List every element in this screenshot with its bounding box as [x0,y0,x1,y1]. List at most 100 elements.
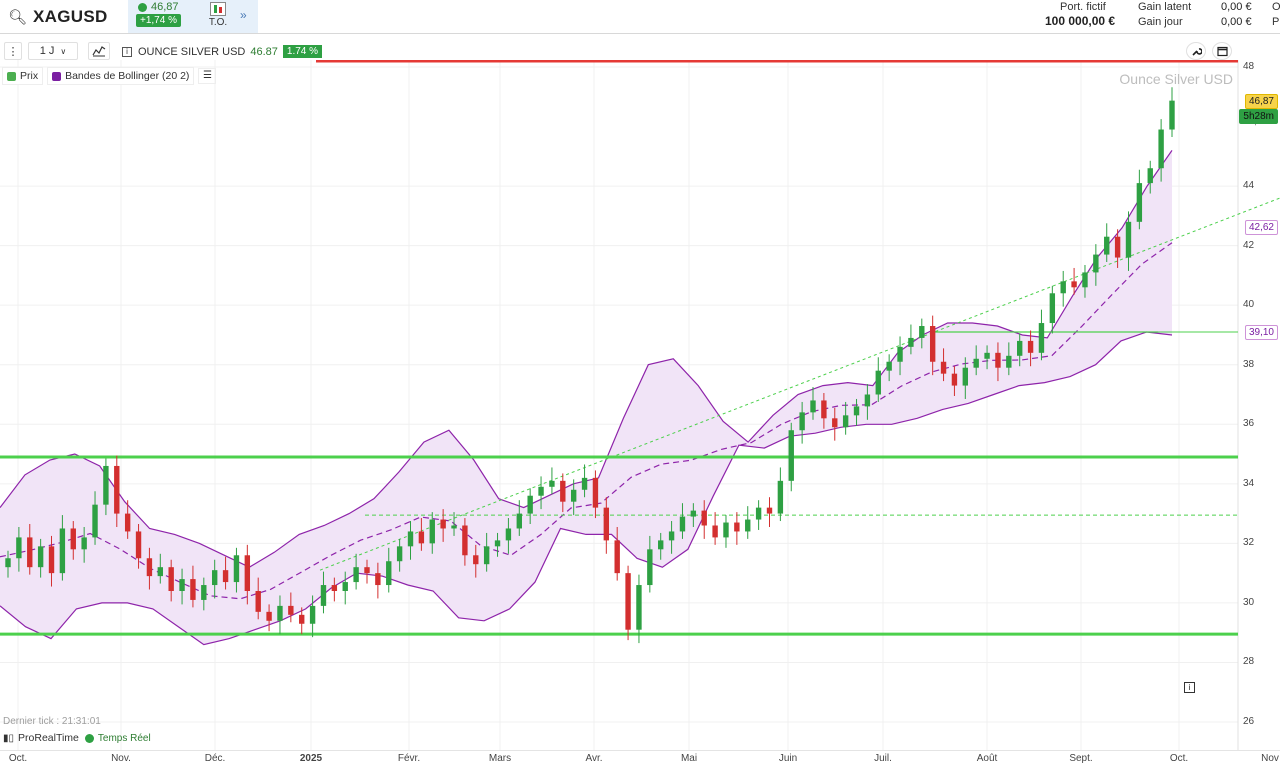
x-tick-label: Févr. [397,753,421,764]
candle-body [440,519,446,529]
bollinger-swatch-icon [52,71,62,81]
truncated-label-1: O [1272,1,1280,13]
candle-body [647,549,653,586]
interval-selector[interactable]: 1 J ∨ [28,42,78,60]
x-tick-label: Nov. [111,753,131,764]
candle-body [396,546,403,562]
candle-body [527,495,533,514]
candle-body [92,504,98,538]
upper-band-tag: 42,62 [1244,220,1278,236]
data-provider: ▮▯ ProRealTime Temps Réel [3,732,151,744]
candle-body [48,546,55,574]
search-icon[interactable]: 🔍︎ [8,8,28,26]
latent-gain-label: Gain latent [1138,1,1192,13]
candle-body [625,573,631,630]
candle-body [897,346,903,362]
candle-body [201,585,207,600]
candle-body [1104,236,1110,255]
candle-body [636,585,642,630]
x-tick-label: Déc. [204,753,226,764]
candle-body [135,531,142,559]
candle-body [114,465,120,514]
candle-body [962,367,969,386]
candle-body [157,567,163,577]
candle-body [755,507,762,520]
candle-body [1158,129,1164,169]
prorealtime-logo-icon: ▮▯ [3,732,15,744]
symbol-name[interactable]: XAGUSD [33,6,108,26]
candle-body [5,558,11,568]
candle-body [821,400,827,419]
bollinger-lower-line [0,331,1173,646]
candle-body [658,540,664,550]
x-axis-line [0,750,1280,751]
candle-body [483,546,490,565]
legend-bollinger[interactable]: Bandes de Bollinger (20 2) [47,67,195,85]
price-chart[interactable] [0,60,1280,750]
candle-body [995,352,1001,368]
candle-body [788,430,794,481]
candle-body [984,352,990,359]
candle-body [919,326,925,338]
order-ticket-icon [210,2,226,16]
candle-body [886,361,892,371]
candle-body [266,611,272,621]
series-title: i OUNCE SILVER USD 46.87 1.74 % [122,45,323,58]
chart-type-icon[interactable] [88,42,110,60]
candle-body [701,510,707,526]
provider-name: ProRealTime [18,732,79,744]
order-ticket-button[interactable]: T.O. [207,2,229,31]
candle-body [168,567,174,591]
quote-box: 46,87 +1,74 % T.O. » [128,0,258,33]
info-icon[interactable]: i [122,46,132,57]
symbol-search[interactable]: 🔍︎ XAGUSD [0,0,128,33]
legend-bollinger-label: Bandes de Bollinger (20 2) [65,70,190,82]
candle-body [179,579,185,591]
candle-body [1049,293,1056,324]
candle-body [309,605,316,624]
candle-body [386,561,392,586]
legend-price[interactable]: Prix [2,67,44,85]
candle-body [842,415,849,428]
candle-body [37,546,44,568]
info-icon[interactable]: i [1184,682,1195,693]
day-gain-label: Gain jour [1138,16,1183,28]
bollinger-band-fill [0,150,1172,645]
x-tick-label: Sept. [1069,753,1093,764]
candle-body [875,370,881,395]
x-tick-label: Mars [488,753,512,764]
candle-body [864,394,871,407]
chart-watermark: Ounce Silver USD [1119,71,1233,87]
wrench-icon[interactable] [1186,42,1206,60]
candle-body [810,400,816,413]
y-tick-label: 42 [1243,239,1255,251]
candle-body [1082,272,1088,288]
candle-body [516,513,522,529]
candle-body [734,522,740,532]
y-tick-label: 48 [1243,61,1255,72]
y-tick-label: 30 [1243,596,1255,608]
candle-body [59,528,66,574]
realtime-status-icon [84,733,94,743]
window-icon[interactable] [1212,42,1232,60]
drag-handle-icon[interactable]: ⋮ [4,42,22,60]
countdown-tag: 5h28m [1239,108,1278,124]
expand-icon[interactable]: » [240,8,247,22]
candle-body [1027,340,1034,353]
list-menu-icon[interactable]: ☰ [198,68,217,84]
truncated-label-2: P [1272,16,1280,28]
candle-body [103,465,109,505]
x-tick-label: Juil. [874,753,892,764]
candle-body [451,525,457,529]
candle-body [973,358,979,368]
candle-body [353,567,359,583]
candle-body [549,480,555,487]
candle-body [560,480,566,502]
realtime-label: Temps Réel [97,732,151,744]
candle-body [1006,355,1012,368]
latent-gain-value: 0,00 € [1221,1,1252,13]
series-price: 46.87 [250,45,278,58]
chevron-down-icon: ∨ [60,46,67,56]
candle-body [690,510,697,517]
